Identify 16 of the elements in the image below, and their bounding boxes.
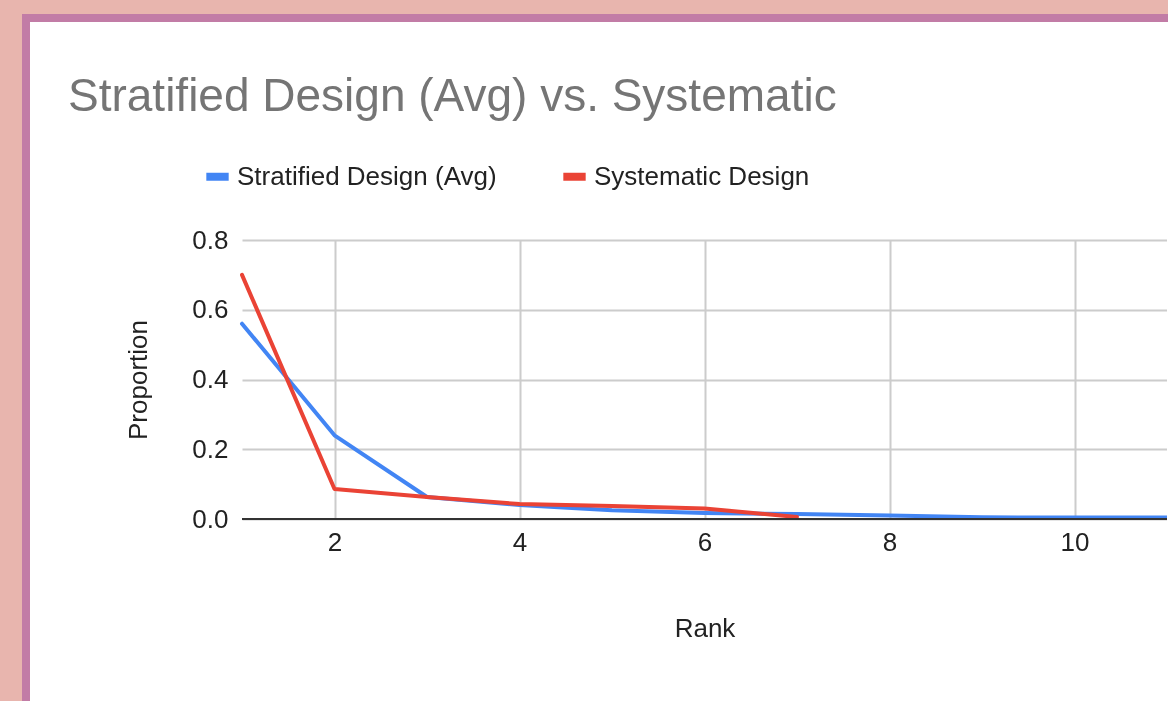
y-axis-title: Proportion — [123, 320, 154, 440]
chart-title: Stratified Design (Avg) vs. Systematic — [68, 69, 837, 121]
line-series — [240, 272, 799, 519]
legend-label: Stratified Design (Avg) — [237, 160, 497, 191]
x-tick-label: 4 — [512, 526, 528, 557]
y-tick-label: 0.0 — [192, 503, 229, 534]
x-tick-label: 6 — [697, 526, 713, 557]
x-tick-label: 10 — [1060, 526, 1090, 557]
x-tick-label: 2 — [327, 526, 343, 557]
x-tick-label: 8 — [882, 526, 898, 557]
legend-label: Systematic Design — [594, 160, 810, 191]
y-tick-label: 0.8 — [192, 224, 229, 255]
y-tick-label: 0.6 — [192, 294, 229, 325]
y-tick-label: 0.4 — [192, 364, 229, 394]
y-tick-label: 0.2 — [192, 433, 229, 464]
x-axis-title: Rank — [674, 612, 737, 643]
